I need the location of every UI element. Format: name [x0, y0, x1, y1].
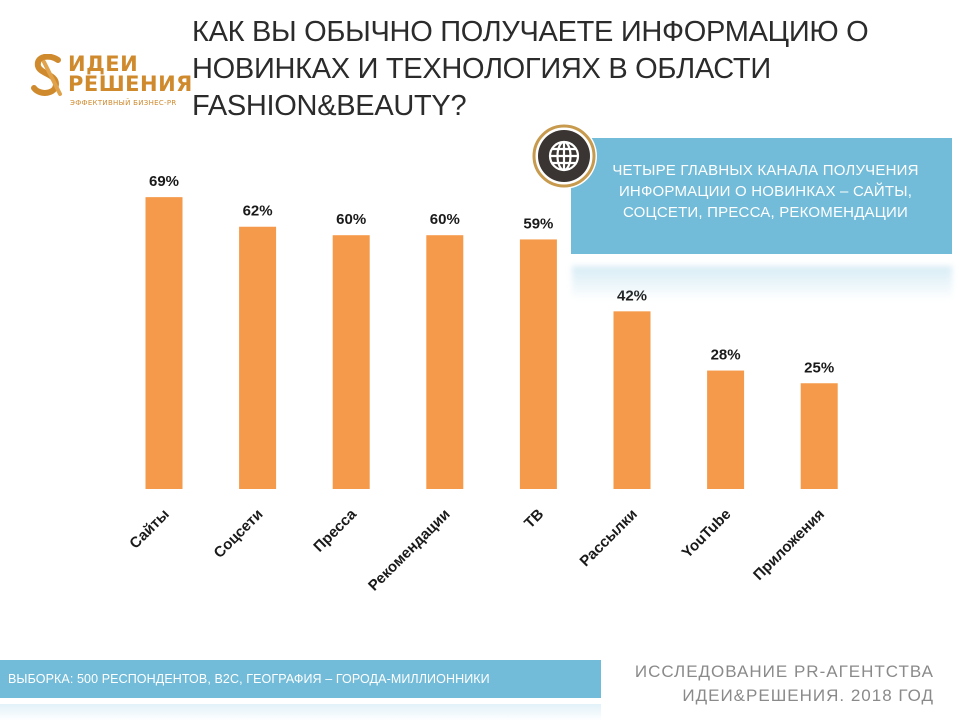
category-label-6: Рассылки: [577, 506, 641, 570]
data-label-4: 60%: [430, 211, 460, 228]
company-logo: ИДЕИ РЕШЕНИЯ ЭФФЕКТИВНЫЙ БИЗНЕС-PR: [30, 52, 192, 112]
source-line-2: ИДЕИ&РЕШЕНИЯ. 2018 ГОД: [682, 686, 934, 705]
category-label-2: Соцсети: [211, 506, 267, 562]
key-finding-callout: ЧЕТЫРЕ ГЛАВНЫХ КАНАЛА ПОЛУЧЕНИЯ ИНФОРМАЦ…: [571, 138, 952, 254]
data-label-5: 59%: [523, 215, 553, 232]
logo-line-2: РЕШЕНИЯ: [68, 72, 193, 96]
data-label-8: 25%: [804, 359, 834, 376]
data-label-1: 69%: [149, 173, 179, 190]
globe-icon: [531, 123, 597, 189]
bar-2: [239, 226, 277, 490]
category-label-8: Приложения: [750, 506, 828, 584]
sample-info-bar: ВЫБОРКА: 500 РЕСПОНДЕНТОВ, В2С, ГЕОГРАФИ…: [0, 660, 601, 698]
page-title: КАК ВЫ ОБЫЧНО ПОЛУЧАЕТЕ ИНФОРМАЦИЮ О НОВ…: [192, 16, 869, 122]
bar-1: [145, 197, 183, 489]
bar-4: [426, 235, 464, 489]
callout-shadow: [572, 266, 952, 298]
logo-line-1: ИДЕИ: [68, 52, 139, 76]
source-line-1: ИССЛЕДОВАНИЕ PR-АГЕНТСТВА: [634, 662, 934, 681]
footer-shadow: [0, 704, 601, 720]
logo-tagline: ЭФФЕКТИВНЫЙ БИЗНЕС-PR: [70, 99, 177, 107]
bar-7: [707, 370, 745, 489]
data-label-6: 42%: [617, 287, 647, 304]
bar-8: [800, 383, 838, 489]
logo-mark-icon: [31, 54, 62, 96]
bar-6: [613, 311, 651, 489]
bar-5: [519, 239, 557, 489]
category-label-1: Сайты: [126, 506, 172, 552]
data-label-7: 28%: [711, 347, 741, 364]
data-label-3: 60%: [336, 211, 366, 228]
category-label-3: Пресса: [310, 505, 360, 555]
category-label-7: YouTube: [679, 506, 735, 562]
category-label-5: ТВ: [521, 506, 547, 532]
bar-3: [332, 235, 370, 489]
data-label-2: 62%: [243, 203, 273, 220]
category-label-4: Рекомендации: [365, 506, 454, 595]
